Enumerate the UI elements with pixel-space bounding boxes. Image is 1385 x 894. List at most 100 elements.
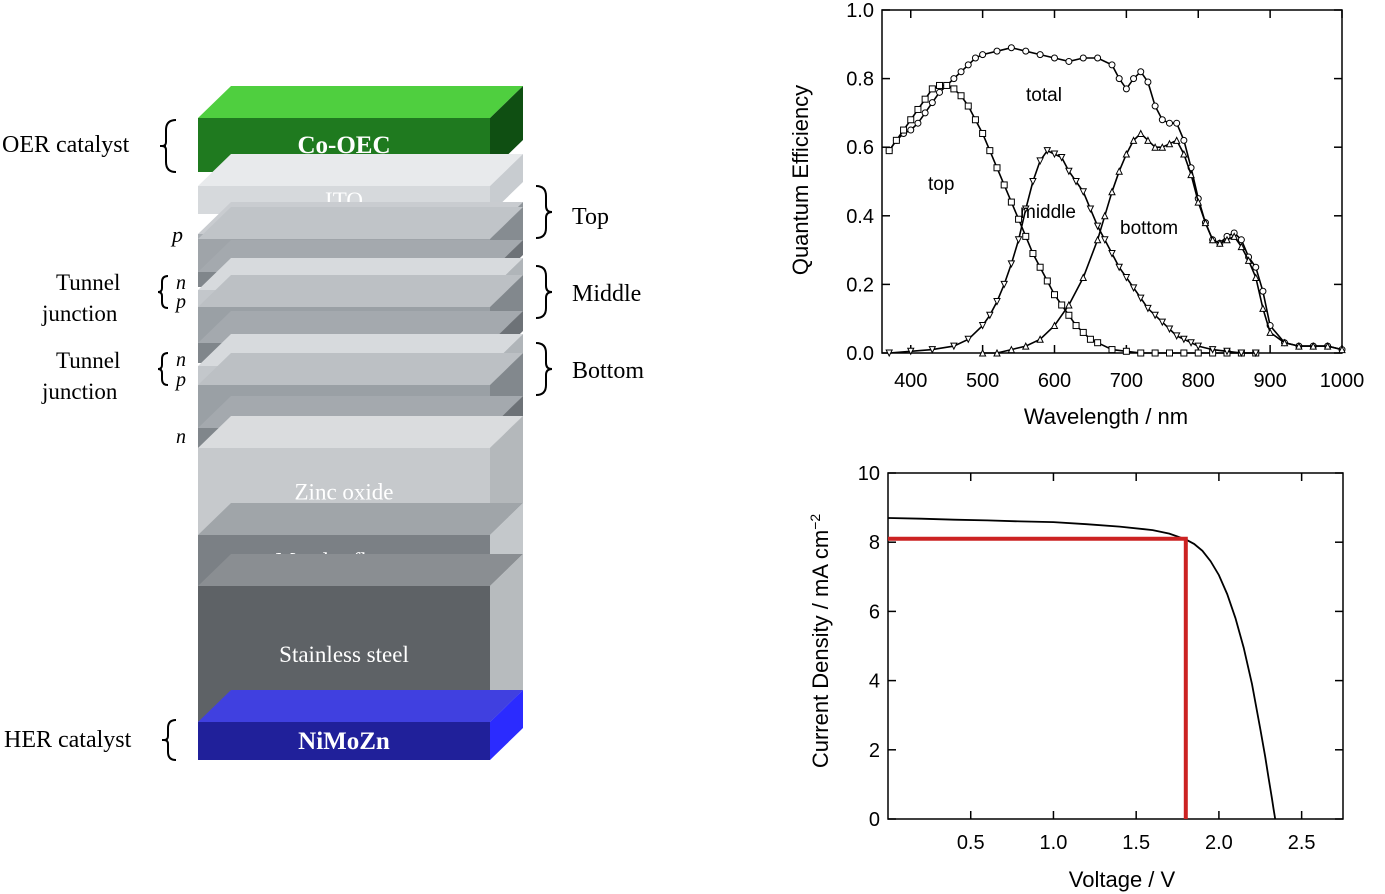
jv-x-axis-label: Voltage / V	[1069, 867, 1176, 892]
qe-point-triangle-up	[1194, 197, 1203, 206]
qe-point-circle	[936, 88, 943, 96]
x-tick-label: 1.0	[1040, 832, 1068, 854]
qe-x-axis-label: Wavelength / nm	[1024, 404, 1188, 429]
x-tick-label: 600	[1038, 370, 1071, 392]
qe-point-triangle-up	[993, 348, 1001, 357]
qe-point-triangle-down	[1187, 339, 1195, 347]
qe-point-triangle-down	[1050, 150, 1059, 159]
qe-point-triangle-down	[1129, 284, 1138, 292]
qe-point-circle	[1094, 54, 1102, 62]
p-top-label: p	[170, 222, 183, 247]
qe-point-square	[971, 116, 979, 124]
qe-point-triangle-up	[1187, 170, 1195, 179]
qe-line-bottom	[982, 132, 1343, 354]
qe-point-square	[1065, 311, 1073, 319]
qe-point-square	[1151, 349, 1159, 357]
layer-top-face	[198, 353, 523, 385]
qe-point-triangle-down	[1223, 347, 1231, 356]
n-bottom-label: n	[176, 426, 186, 448]
qe-point-triangle-down	[1093, 222, 1102, 231]
qe-point-circle	[1237, 236, 1245, 244]
qe-point-square	[986, 147, 994, 155]
qe-point-triangle-up	[1309, 342, 1318, 350]
qe-series-total	[885, 44, 1346, 354]
x-tick-label: 1000	[1320, 370, 1365, 392]
qe-point-circle	[1259, 287, 1267, 295]
tunnel-junction-2-brace	[157, 352, 169, 386]
qe-point-circle	[979, 51, 987, 59]
qe-point-triangle-down	[978, 322, 987, 330]
qe-point-triangle-down	[1251, 349, 1260, 358]
qe-point-square	[964, 102, 972, 110]
qe-point-square	[1108, 346, 1116, 354]
qe-point-triangle-up	[1050, 321, 1059, 330]
qe-point-triangle-down	[1115, 263, 1123, 272]
layer-side-face	[490, 554, 523, 722]
qe-point-square	[957, 92, 965, 100]
qe-point-circle	[1079, 54, 1087, 62]
qe-point-circle	[1180, 136, 1188, 144]
qe-point-circle	[1173, 119, 1181, 127]
qe-point-triangle-up	[1101, 211, 1109, 220]
qe-point-square	[1000, 181, 1008, 189]
qe-point-circle	[1144, 78, 1152, 86]
qe-point-circle	[1166, 119, 1173, 127]
top-cell-label: Top	[572, 204, 609, 230]
bottom-brace	[535, 342, 553, 396]
tunnel-junction-1-line1: Tunnel	[56, 270, 120, 295]
qe-point-triangle-up	[1036, 335, 1044, 343]
qe-point-square	[993, 164, 1001, 172]
qe-point-triangle-down	[964, 335, 973, 344]
qe-point-circle	[957, 68, 965, 76]
qe-point-square	[1079, 328, 1087, 336]
oer-catalyst-label: OER catalyst	[2, 132, 130, 158]
y-tick-label: 8	[869, 532, 880, 554]
qe-point-square	[914, 105, 922, 113]
x-tick-label: 2.0	[1205, 832, 1233, 854]
qe-point-circle	[1151, 102, 1159, 110]
layer-label-nimozn: NiMoZn	[298, 728, 390, 755]
qe-point-triangle-up	[1244, 256, 1253, 264]
qe-point-triangle-up	[1115, 167, 1123, 175]
qe-point-triangle-down	[1007, 260, 1016, 268]
device-stack-diagram: Co-OECITOi: a-Sii: a-SiGei: a-SiGeZinc o…	[2, 86, 644, 761]
qe-point-triangle-up	[1230, 232, 1238, 240]
qe-point-square	[1086, 335, 1094, 343]
qe-point-square	[1022, 232, 1030, 240]
qe-point-square	[1137, 349, 1145, 357]
qe-series	[885, 44, 1346, 358]
n-tj2-label: n	[176, 349, 186, 371]
qe-point-circle	[993, 47, 1001, 55]
her-catalyst-label: HER catalyst	[4, 727, 132, 753]
qe-point-circle	[1065, 57, 1073, 65]
jv-y-axis-label-sup: −2	[807, 514, 823, 530]
x-tick-label: 500	[966, 370, 999, 392]
qe-line-middle	[889, 149, 1256, 354]
qe-point-triangle-up	[1122, 149, 1131, 158]
qe-point-square	[900, 126, 908, 134]
current-voltage-chart: 0.5 1.0 1.5 2.0 2.5 0 2 4 6 8 10 Voltage / V Curre…	[807, 463, 1344, 892]
qe-point-triangle-down	[1122, 274, 1131, 282]
qe-point-triangle-down	[1208, 346, 1217, 354]
her-brace	[162, 719, 177, 761]
qe-point-triangle-down	[1072, 178, 1080, 186]
bottom-cell-label: Bottom	[572, 358, 644, 384]
qe-point-triangle-up	[1323, 342, 1332, 350]
layer-side-face	[490, 154, 523, 214]
p-tj2-label: p	[174, 369, 186, 391]
layer-top-face	[198, 154, 523, 186]
qe-point-circle	[1051, 54, 1058, 62]
y-tick-label: 4	[869, 671, 880, 693]
qe-point-circle	[1122, 85, 1130, 93]
y-tick-label: 0.6	[846, 137, 874, 159]
qe-bottom-annotation: bottom	[1120, 218, 1178, 239]
qe-series-middle	[885, 147, 1260, 358]
qe-point-triangle-down	[1108, 250, 1116, 258]
qe-point-circle	[1036, 51, 1044, 59]
layer-stack: Co-OECITOi: a-Sii: a-SiGei: a-SiGeZinc o…	[198, 86, 523, 760]
qe-point-circle	[964, 61, 972, 69]
n-tj1-label: n	[176, 272, 186, 294]
layer-front-face	[198, 722, 490, 760]
qe-point-square	[1036, 263, 1044, 271]
layer-side-face	[490, 86, 523, 172]
